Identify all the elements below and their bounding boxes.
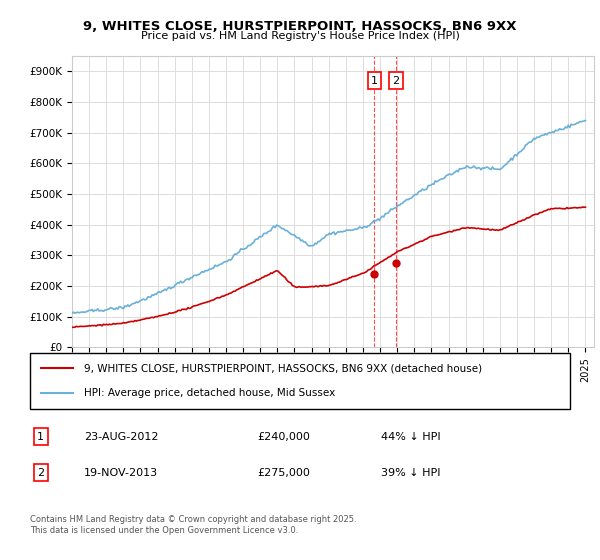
Text: 2: 2 [392, 76, 400, 86]
Text: Contains HM Land Registry data © Crown copyright and database right 2025.
This d: Contains HM Land Registry data © Crown c… [30, 515, 356, 535]
Text: HPI: Average price, detached house, Mid Sussex: HPI: Average price, detached house, Mid … [84, 388, 335, 398]
Text: Price paid vs. HM Land Registry's House Price Index (HPI): Price paid vs. HM Land Registry's House … [140, 31, 460, 41]
Text: 9, WHITES CLOSE, HURSTPIERPOINT, HASSOCKS, BN6 9XX: 9, WHITES CLOSE, HURSTPIERPOINT, HASSOCK… [83, 20, 517, 32]
FancyBboxPatch shape [30, 353, 570, 409]
Text: 19-NOV-2013: 19-NOV-2013 [84, 468, 158, 478]
Text: £240,000: £240,000 [257, 432, 310, 442]
Text: 1: 1 [371, 76, 378, 86]
Text: 23-AUG-2012: 23-AUG-2012 [84, 432, 158, 442]
Text: 39% ↓ HPI: 39% ↓ HPI [381, 468, 440, 478]
Text: 9, WHITES CLOSE, HURSTPIERPOINT, HASSOCKS, BN6 9XX (detached house): 9, WHITES CLOSE, HURSTPIERPOINT, HASSOCK… [84, 363, 482, 374]
Text: £275,000: £275,000 [257, 468, 310, 478]
Text: 44% ↓ HPI: 44% ↓ HPI [381, 432, 440, 442]
Text: 2: 2 [37, 468, 44, 478]
Text: 1: 1 [37, 432, 44, 442]
